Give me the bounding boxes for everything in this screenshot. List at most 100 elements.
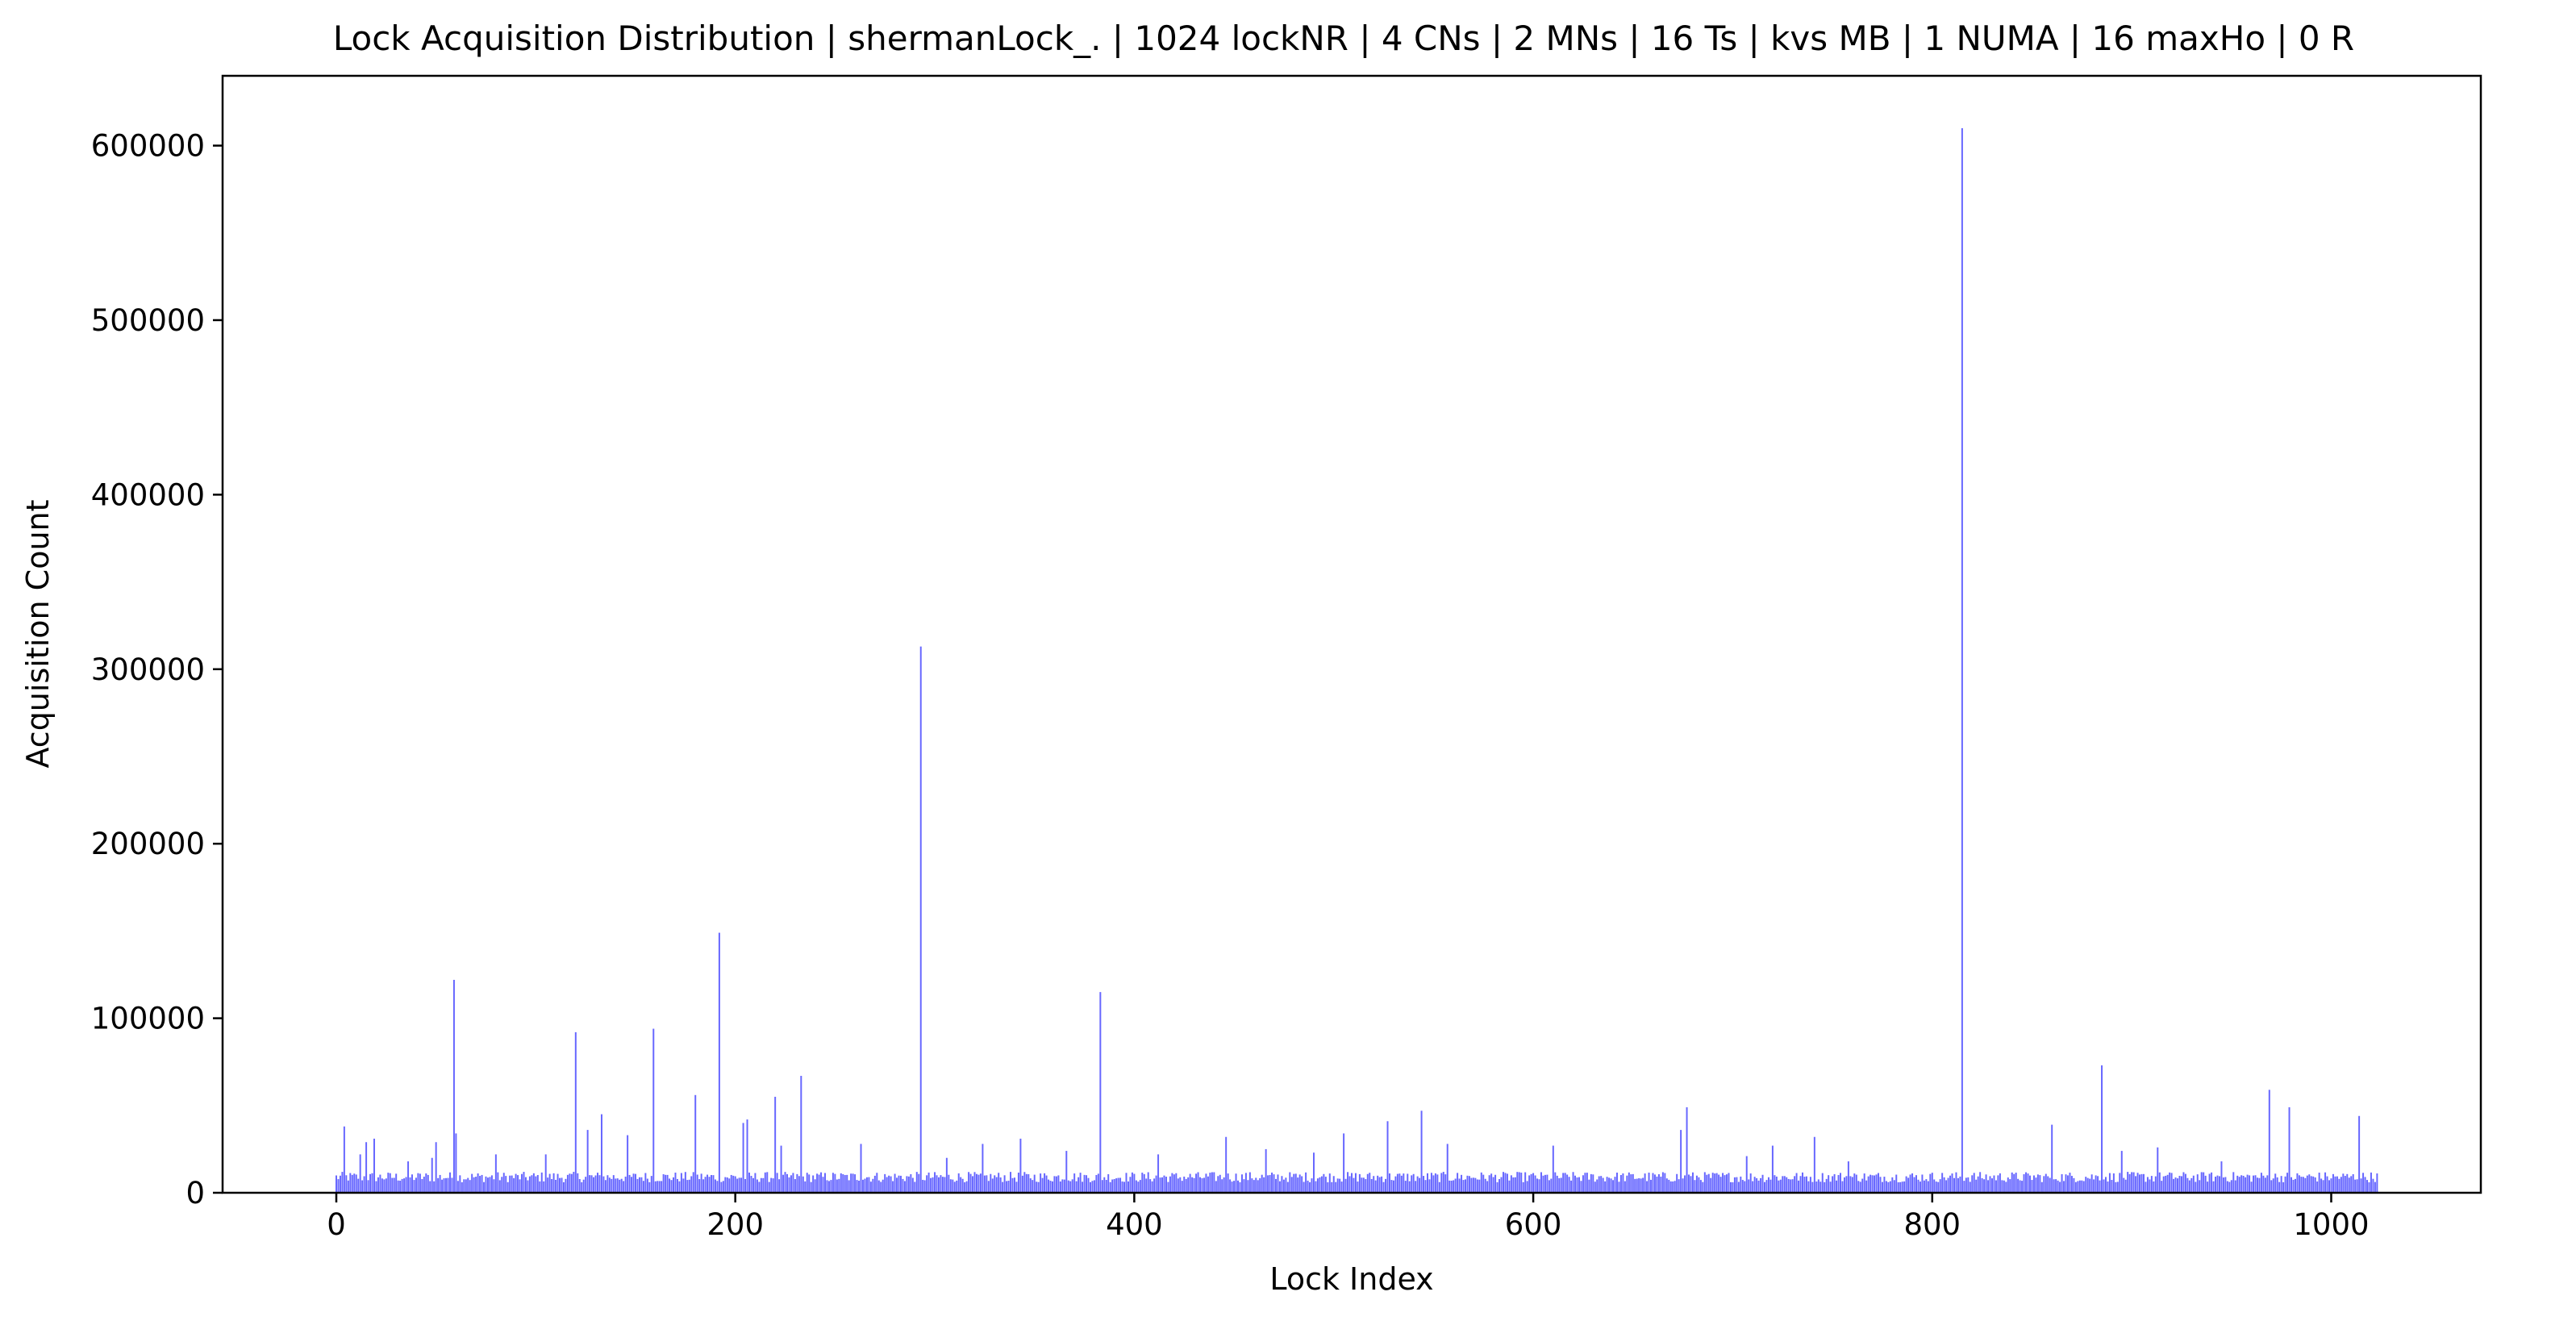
bar	[2324, 1172, 2327, 1193]
bar	[1947, 1177, 1949, 1193]
bar	[490, 1175, 493, 1193]
bar	[1879, 1177, 1882, 1193]
bar	[1361, 1177, 1363, 1193]
bar	[2350, 1176, 2353, 1193]
bar	[1917, 1179, 1919, 1193]
bar	[1298, 1174, 1301, 1193]
bar	[1029, 1178, 1032, 1193]
bar	[1824, 1181, 1826, 1193]
bar	[2260, 1173, 2262, 1193]
bar	[1327, 1181, 1329, 1193]
bar	[1815, 1181, 1818, 1193]
bar	[1897, 1182, 1899, 1193]
bar	[1516, 1172, 1519, 1193]
bar	[1508, 1180, 1511, 1193]
bar	[355, 1174, 357, 1193]
bar	[2250, 1181, 2253, 1193]
bar	[1622, 1173, 1624, 1193]
bar	[1131, 1172, 1133, 1193]
bar	[1837, 1175, 1840, 1193]
bar	[441, 1179, 444, 1193]
bar	[1311, 1178, 1313, 1193]
bar	[2055, 1179, 2057, 1193]
bar	[1057, 1175, 1060, 1193]
bar	[1089, 1181, 1091, 1193]
bar	[2059, 1181, 2061, 1193]
bar	[1290, 1177, 1293, 1193]
bar	[850, 1173, 852, 1193]
bar	[1161, 1177, 1164, 1193]
bar	[559, 1177, 561, 1193]
bar	[1408, 1181, 1411, 1193]
bar	[377, 1177, 379, 1193]
bar	[1695, 1175, 1698, 1193]
bar	[2290, 1177, 2293, 1193]
bar	[1606, 1177, 1608, 1193]
bar	[589, 1175, 591, 1193]
bar	[1165, 1177, 1167, 1193]
bar	[1726, 1174, 1728, 1193]
bar	[2296, 1173, 2299, 1193]
bar	[2047, 1176, 2049, 1193]
bar	[1373, 1176, 1375, 1193]
bar	[578, 1179, 581, 1193]
bar	[1775, 1176, 1778, 1193]
bar	[1648, 1173, 1650, 1193]
bar	[1275, 1178, 1277, 1193]
bar	[1339, 1178, 1341, 1193]
bar	[1235, 1173, 1237, 1193]
bar	[2045, 1173, 2047, 1193]
bar	[1053, 1176, 1056, 1193]
bar	[2057, 1180, 2059, 1193]
bar	[1025, 1173, 1027, 1193]
bar	[2027, 1173, 2029, 1193]
bar	[2354, 1179, 2357, 1193]
bar	[1017, 1173, 1019, 1193]
bar	[1278, 1181, 1281, 1193]
bar	[1728, 1173, 1730, 1193]
bar	[1103, 1177, 1106, 1193]
bar	[1229, 1179, 1232, 1193]
bar	[415, 1177, 417, 1193]
bar	[734, 1176, 736, 1193]
bar	[2069, 1173, 2071, 1193]
bar	[1434, 1173, 1436, 1193]
bar	[1032, 1180, 1034, 1193]
bar	[623, 1181, 625, 1193]
bar	[1661, 1172, 1664, 1193]
bar	[2242, 1175, 2245, 1193]
bar	[776, 1173, 778, 1193]
bar	[1468, 1176, 1470, 1193]
bar	[1929, 1173, 1932, 1193]
bar	[1664, 1173, 1666, 1193]
bar	[1871, 1175, 1874, 1193]
bar	[419, 1173, 421, 1193]
bar	[1718, 1174, 1720, 1193]
bar	[999, 1177, 1002, 1193]
bar	[2276, 1177, 2278, 1193]
bar	[1602, 1177, 1604, 1193]
bar	[1783, 1176, 1786, 1193]
bar	[1498, 1179, 1501, 1193]
bar	[2344, 1176, 2346, 1193]
bar	[2107, 1181, 2109, 1193]
bar	[964, 1181, 966, 1193]
bar	[2368, 1181, 2370, 1193]
bar	[2150, 1176, 2153, 1193]
bar	[1836, 1180, 1838, 1193]
bar	[953, 1181, 956, 1193]
bar	[686, 1180, 689, 1193]
bar	[1710, 1177, 1712, 1193]
bar	[1977, 1176, 1979, 1193]
bar	[2009, 1179, 2011, 1193]
bar	[1779, 1179, 1782, 1193]
bar	[1590, 1173, 1592, 1193]
bar	[1845, 1176, 1848, 1193]
bar	[1642, 1177, 1644, 1193]
bar	[435, 1142, 437, 1193]
bar	[2258, 1177, 2261, 1193]
bar	[766, 1172, 769, 1193]
bar	[1175, 1173, 1178, 1193]
bar	[1653, 1174, 1656, 1193]
